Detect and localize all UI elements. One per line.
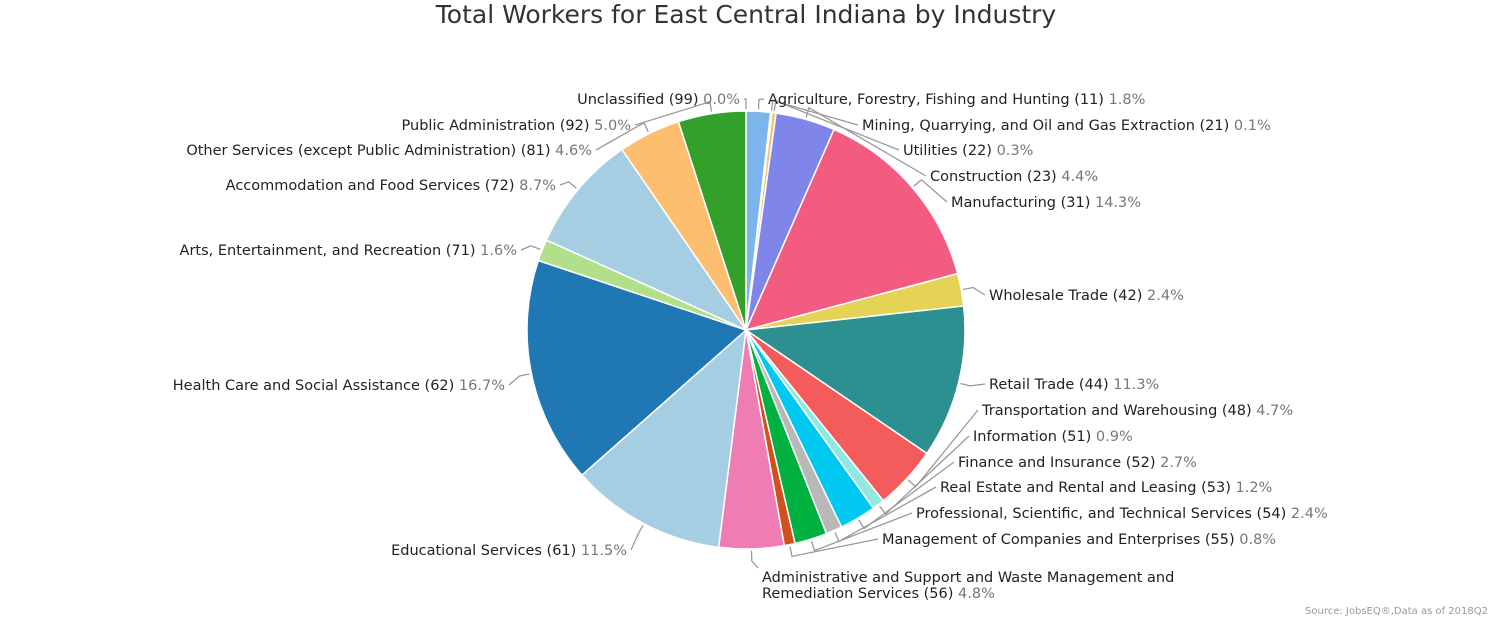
slice-label: Educational Services (61) 11.5% — [391, 543, 627, 559]
leader-line — [750, 550, 759, 569]
slice-label: Wholesale Trade (42) 2.4% — [989, 288, 1184, 304]
slice-label: Professional, Scientific, and Technical … — [916, 506, 1328, 522]
pie-slice[interactable] — [580, 328, 747, 549]
slice-label: Mining, Quarrying, and Oil and Gas Extra… — [862, 118, 1271, 134]
slice-label: Retail Trade (44) 11.3% — [989, 377, 1159, 393]
slice-label: Information (51) 0.9% — [973, 429, 1133, 445]
chart-title: Total Workers for East Central Indiana b… — [435, 0, 1057, 29]
slice-label: Administrative and Support and Waste Man… — [762, 570, 1174, 602]
slice-label: Manufacturing (31) 14.3% — [951, 195, 1141, 211]
slice-label: Utilities (22) 0.3% — [903, 143, 1033, 159]
leader-line — [630, 525, 644, 551]
slice-label: Agriculture, Forestry, Fishing and Hunti… — [768, 92, 1145, 108]
leader-line — [789, 538, 879, 558]
leader-line — [770, 99, 859, 126]
slice-labels: Agriculture, Forestry, Fishing and Hunti… — [173, 92, 1328, 602]
slice-label: Transportation and Warehousing (48) 4.7% — [981, 403, 1293, 419]
pie-slices — [526, 110, 966, 550]
leader-line — [757, 98, 765, 110]
slice-label: Unclassified (99) 0.0% — [577, 92, 740, 108]
leader-line — [744, 98, 747, 109]
leader-line — [520, 245, 541, 251]
slice-label: Finance and Insurance (52) 2.7% — [958, 455, 1197, 471]
leader-lines — [508, 98, 986, 569]
leader-line — [879, 435, 970, 515]
pie-slice[interactable] — [545, 148, 749, 332]
slice-label: Health Care and Social Assistance (62) 1… — [173, 378, 505, 394]
pie-slice[interactable] — [526, 259, 748, 477]
leader-line — [805, 106, 927, 177]
pie-slice[interactable] — [743, 305, 966, 455]
leader-line — [913, 178, 948, 203]
source-note: Source: JobsEQ®,Data as of 2018Q2 — [1305, 606, 1488, 617]
leader-line — [559, 181, 577, 189]
leader-line — [960, 382, 986, 387]
slice-label: Management of Companies and Enterprises … — [882, 532, 1276, 548]
leader-line — [634, 100, 713, 126]
slice-label: Other Services (except Public Administra… — [186, 143, 592, 159]
slice-label: Arts, Entertainment, and Recreation (71)… — [180, 243, 517, 259]
leader-line — [773, 99, 900, 151]
leader-line — [810, 512, 913, 552]
slice-label: Construction (23) 4.4% — [930, 169, 1098, 185]
leader-line — [858, 461, 955, 530]
leader-line — [963, 286, 986, 296]
pie-slice[interactable] — [677, 110, 747, 331]
slice-label: Real Estate and Rental and Leasing (53) … — [940, 480, 1272, 496]
leader-line — [508, 373, 530, 386]
pie-slice[interactable] — [744, 128, 959, 332]
slice-label: Public Administration (92) 5.0% — [402, 118, 631, 134]
slice-label: Accommodation and Food Services (72) 8.7… — [226, 178, 556, 194]
